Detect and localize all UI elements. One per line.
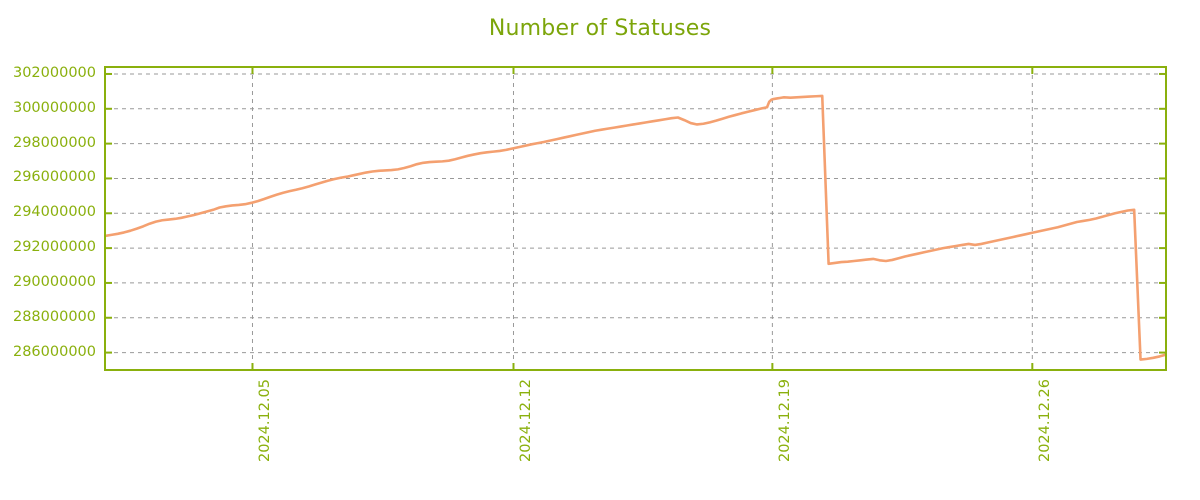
y-tick-label: 298000000 bbox=[12, 134, 96, 151]
axis-layer bbox=[104, 66, 1167, 371]
y-tick-label: 294000000 bbox=[12, 204, 96, 221]
y-tick-label: 300000000 bbox=[12, 99, 96, 116]
y-tick-label: 290000000 bbox=[12, 273, 96, 290]
series-line bbox=[104, 94, 1167, 361]
y-tick-label: 302000000 bbox=[12, 64, 96, 81]
y-tick-label: 288000000 bbox=[12, 308, 96, 325]
y-tick-label: 292000000 bbox=[12, 239, 96, 256]
tick-marks-layer bbox=[105, 67, 1166, 370]
grid-layer bbox=[106, 67, 1166, 369]
y-tick-label: 286000000 bbox=[12, 343, 96, 360]
y-tick-label: 296000000 bbox=[12, 169, 96, 186]
data-series-layer bbox=[104, 94, 1167, 361]
chart-title: Number of Statuses bbox=[488, 16, 712, 41]
